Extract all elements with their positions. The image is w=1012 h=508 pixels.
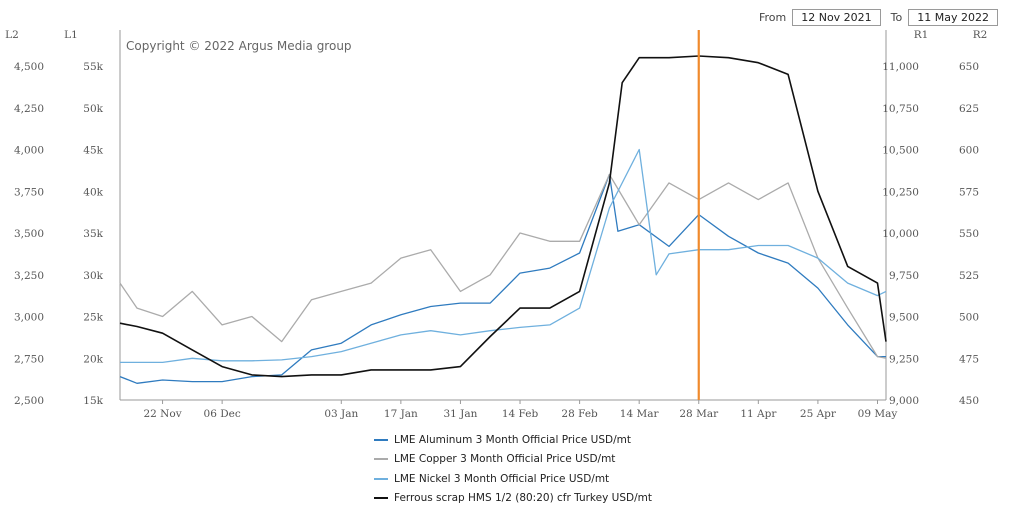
x-tick-label: 03 Jan bbox=[324, 408, 358, 420]
y-tick-label-l2: 3,250 bbox=[14, 270, 44, 282]
y-tick-label-l1: 55k bbox=[83, 61, 103, 73]
x-tick-label: 14 Mar bbox=[620, 408, 660, 420]
y-tick-label-l1: 40k bbox=[83, 186, 103, 198]
x-tick-label: 17 Jan bbox=[384, 408, 418, 420]
x-tick-label: 28 Feb bbox=[561, 408, 598, 420]
copyright-text: Copyright © 2022 Argus Media group bbox=[126, 39, 352, 53]
legend-item-scrap[interactable]: Ferrous scrap HMS 1/2 (80:20) cfr Turkey… bbox=[374, 489, 652, 508]
legend-label-nickel: LME Nickel 3 Month Official Price USD/mt bbox=[394, 473, 609, 485]
y-tick-label-r2: 550 bbox=[959, 228, 979, 240]
legend-swatch-nickel bbox=[374, 478, 388, 480]
y-tick-label-r2: 625 bbox=[959, 103, 979, 115]
y-tick-label-l2: 2,750 bbox=[14, 353, 44, 365]
y-tick-label-r1: 9,000 bbox=[889, 395, 919, 407]
x-tick-label: 09 May bbox=[858, 408, 898, 420]
y-tick-label-r1: 11,000 bbox=[882, 61, 919, 73]
legend-label-copper: LME Copper 3 Month Official Price USD/mt bbox=[394, 453, 615, 465]
y-tick-label-r1: 10,000 bbox=[882, 228, 919, 240]
plot-area bbox=[120, 30, 886, 400]
y-tick-label-l1: 30k bbox=[83, 270, 103, 282]
y-axis-title-l1: L1 bbox=[64, 29, 78, 41]
y-tick-label-l1: 15k bbox=[83, 395, 103, 407]
y-tick-label-l2: 3,750 bbox=[14, 186, 44, 198]
x-tick-label: 22 Nov bbox=[143, 408, 181, 420]
y-tick-label-l1: 25k bbox=[83, 312, 103, 324]
y-tick-label-l2: 4,000 bbox=[14, 145, 44, 157]
x-tick-label: 14 Feb bbox=[502, 408, 539, 420]
legend-swatch-copper bbox=[374, 458, 388, 460]
y-tick-label-r1: 10,250 bbox=[882, 186, 919, 198]
y-tick-label-r1: 10,500 bbox=[882, 145, 919, 157]
legend-swatch-scrap bbox=[374, 497, 388, 499]
y-tick-label-r1: 9,250 bbox=[889, 353, 919, 365]
legend-item-nickel[interactable]: LME Nickel 3 Month Official Price USD/mt bbox=[374, 469, 652, 489]
y-tick-label-l1: 45k bbox=[83, 145, 103, 157]
y-tick-label-r2: 450 bbox=[959, 395, 979, 407]
y-axis-title-r1: R1 bbox=[914, 29, 929, 41]
y-axis-title-l2: L2 bbox=[5, 29, 19, 41]
y-tick-label-l1: 20k bbox=[83, 353, 103, 365]
y-axis-title-r2: R2 bbox=[973, 29, 988, 41]
legend-item-copper[interactable]: LME Copper 3 Month Official Price USD/mt bbox=[374, 450, 652, 470]
y-tick-label-l2: 3,500 bbox=[14, 228, 44, 240]
y-tick-label-r2: 525 bbox=[959, 270, 979, 282]
y-tick-label-l1: 35k bbox=[83, 228, 103, 240]
y-tick-label-l2: 2,500 bbox=[14, 395, 44, 407]
y-tick-label-r2: 475 bbox=[959, 353, 979, 365]
y-tick-label-r2: 600 bbox=[959, 145, 979, 157]
x-tick-label: 06 Dec bbox=[204, 408, 241, 420]
y-tick-label-l1: 50k bbox=[83, 103, 103, 115]
legend-label-aluminum: LME Aluminum 3 Month Official Price USD/… bbox=[394, 434, 631, 446]
y-tick-label-l2: 4,500 bbox=[14, 61, 44, 73]
y-tick-label-l2: 4,250 bbox=[14, 103, 44, 115]
y-tick-label-r1: 9,500 bbox=[889, 312, 919, 324]
x-tick-label: 28 Mar bbox=[679, 408, 719, 420]
y-tick-label-r2: 575 bbox=[959, 186, 979, 198]
y-tick-label-r1: 10,750 bbox=[882, 103, 919, 115]
x-tick-label: 25 Apr bbox=[800, 408, 837, 420]
legend-item-aluminum[interactable]: LME Aluminum 3 Month Official Price USD/… bbox=[374, 430, 652, 450]
chart-legend: LME Aluminum 3 Month Official Price USD/… bbox=[374, 430, 652, 508]
x-tick-label: 31 Jan bbox=[443, 408, 477, 420]
legend-swatch-aluminum bbox=[374, 439, 388, 441]
y-tick-label-r2: 500 bbox=[959, 312, 979, 324]
y-tick-label-r1: 9,750 bbox=[889, 270, 919, 282]
y-tick-label-l2: 3,000 bbox=[14, 312, 44, 324]
legend-label-scrap: Ferrous scrap HMS 1/2 (80:20) cfr Turkey… bbox=[394, 492, 652, 504]
x-tick-label: 11 Apr bbox=[740, 408, 777, 420]
y-tick-label-r2: 650 bbox=[959, 61, 979, 73]
